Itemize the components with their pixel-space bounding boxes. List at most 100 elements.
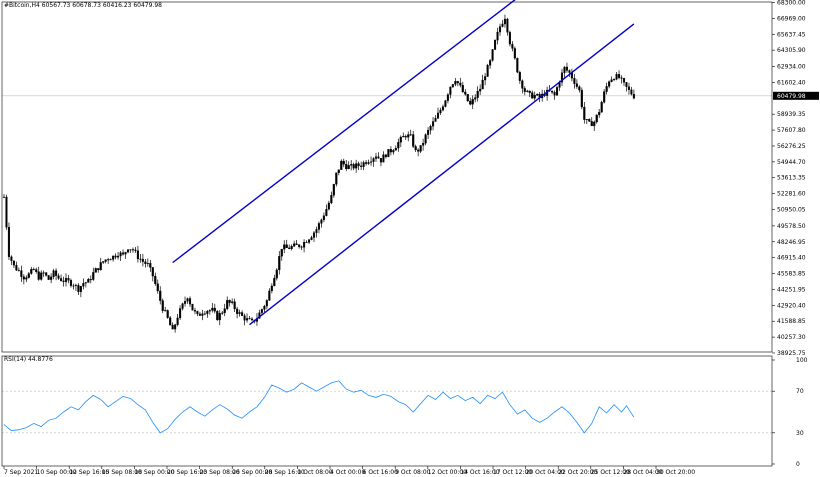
candle-down — [459, 82, 462, 86]
candle-down — [513, 48, 516, 59]
candle-down — [553, 92, 556, 96]
candle-up — [273, 277, 276, 287]
price-tick-label: 62934.00 — [777, 64, 806, 71]
candle-up — [310, 237, 313, 240]
candle-up — [92, 272, 95, 280]
candle-up — [350, 164, 353, 166]
x-tick-label: 22 Oct 20:00 — [558, 469, 597, 476]
candle-down — [12, 260, 15, 266]
price-tick-label: 57607.80 — [777, 127, 806, 134]
rsi-panel-frame — [1, 355, 773, 467]
candle-down — [568, 70, 571, 73]
candle-up — [87, 279, 90, 283]
x-tick-label: 7 Sep 2021 — [4, 469, 38, 476]
candle-up — [183, 301, 187, 304]
candle-up — [471, 99, 474, 105]
candle-up — [501, 23, 504, 27]
rsi-line — [3, 380, 635, 434]
candle-down — [345, 164, 348, 170]
candle-up — [431, 121, 435, 127]
candle-down — [188, 298, 192, 305]
candle-down — [384, 154, 387, 158]
candle-up — [164, 310, 167, 312]
candle-up — [387, 149, 390, 158]
rsi-panel[interactable] — [3, 380, 635, 434]
x-tick-label: 17 Oct 12:00 — [493, 469, 532, 476]
candle-down — [506, 18, 509, 33]
candle-up — [317, 223, 321, 230]
candle-down — [139, 258, 142, 260]
candle-up — [322, 215, 325, 221]
x-tick-label: 4 Oct 00:00 — [330, 469, 365, 476]
current-price-marker — [773, 91, 819, 100]
candle-up — [427, 130, 430, 135]
rsi-tick-label: 30 — [796, 430, 804, 437]
candle-up — [263, 305, 266, 310]
candle-up — [64, 278, 68, 283]
candle-up — [409, 134, 412, 136]
candle-down — [590, 121, 593, 127]
price-tick-label: 45583.85 — [777, 271, 806, 278]
candle-down — [154, 275, 157, 284]
candle-down — [114, 255, 117, 258]
x-tick-label: 10 Sep 00:00 — [37, 469, 77, 476]
candle-down — [151, 267, 154, 277]
candle-up — [174, 324, 177, 330]
candle-down — [580, 89, 583, 108]
candle-down — [69, 280, 73, 286]
candle-up — [555, 87, 559, 96]
candle-up — [203, 313, 206, 315]
candle-down — [377, 156, 380, 159]
candle-down — [528, 90, 531, 93]
candle-up — [201, 313, 204, 316]
candle-up — [124, 251, 127, 255]
candle-down — [196, 311, 199, 315]
candle-down — [456, 81, 459, 84]
candle-down — [198, 313, 201, 316]
candle-up — [374, 156, 378, 159]
candle-up — [533, 94, 536, 99]
rsi-tick-label: 70 — [796, 388, 804, 395]
candle-up — [84, 282, 87, 284]
candle-down — [365, 162, 368, 164]
price-tick-label: 48246.95 — [777, 239, 806, 246]
candle-down — [627, 86, 631, 90]
candle-up — [424, 134, 427, 144]
candle-up — [129, 249, 132, 251]
candle-up — [74, 284, 77, 286]
candle-up — [186, 298, 189, 302]
candle-up — [179, 308, 182, 319]
price-tick-label: 65637.45 — [777, 31, 806, 38]
price-tick-label: 38925.75 — [777, 350, 806, 357]
candle-up — [181, 303, 184, 309]
x-tick-label: 12 Sep 16:00 — [69, 469, 109, 476]
x-tick-label: 28 Sep 16:00 — [265, 469, 305, 476]
candle-down — [516, 58, 519, 73]
candle-down — [508, 32, 511, 45]
candle-up — [429, 126, 432, 131]
candle-down — [55, 270, 58, 276]
candle-down — [389, 149, 392, 153]
candle-up — [238, 312, 241, 314]
candle-up — [481, 79, 484, 90]
price-panel[interactable] — [2, 14, 635, 333]
candle-down — [17, 270, 20, 271]
candle-down — [464, 91, 467, 95]
candle-up — [290, 246, 293, 249]
candle-up — [245, 318, 249, 321]
candle-up — [320, 219, 323, 224]
candle-up — [382, 154, 385, 163]
candle-down — [149, 263, 152, 268]
candle-down — [233, 301, 236, 310]
price-channel[interactable] — [172, 0, 635, 326]
candle-up — [335, 172, 338, 185]
candle-up — [260, 309, 263, 313]
candle-down — [250, 318, 254, 321]
candle-up — [112, 255, 115, 260]
candle-up — [27, 273, 30, 278]
candle-down — [469, 100, 472, 105]
candle-up — [399, 136, 402, 143]
candle-up — [332, 184, 335, 196]
candle-down — [35, 269, 38, 272]
